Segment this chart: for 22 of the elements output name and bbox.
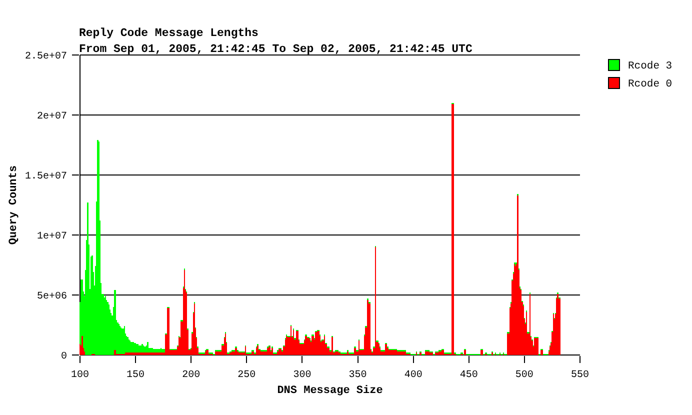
x-tick-label: 100 <box>70 370 90 381</box>
legend-label: Rcode 3 <box>628 60 672 73</box>
y-tick-label: 1e+07 <box>36 232 67 242</box>
x-tick-label: 400 <box>404 370 422 381</box>
y-tick-label: 1.5e+07 <box>24 172 67 182</box>
x-tick-label: 200 <box>182 370 200 381</box>
legend-label: Rcode 0 <box>628 78 672 91</box>
x-tick-label: 550 <box>570 370 590 381</box>
x-axis-title: DNS Message Size <box>277 385 384 397</box>
y-tick-label: 0 <box>60 352 67 362</box>
x-tick-label: 350 <box>348 370 367 381</box>
x-tick-label: 300 <box>293 370 312 381</box>
y-tick-label: 5e+06 <box>36 292 67 302</box>
chart-title: Reply Code Message Lengths <box>79 27 259 40</box>
y-axis-title: Query Counts <box>8 165 20 245</box>
y-tick-label: 2e+07 <box>36 112 67 122</box>
chart-subtitle: From Sep 01, 2005, 21:42:45 To Sep 02, 2005, 21:42:45 UTC <box>79 43 472 56</box>
x-tick-label: 500 <box>515 370 534 381</box>
x-tick-label: 450 <box>460 370 478 381</box>
x-tick-label: 250 <box>238 370 256 381</box>
x-tick-label: 150 <box>126 370 145 381</box>
y-tick-label: 2.5e+07 <box>24 52 67 62</box>
